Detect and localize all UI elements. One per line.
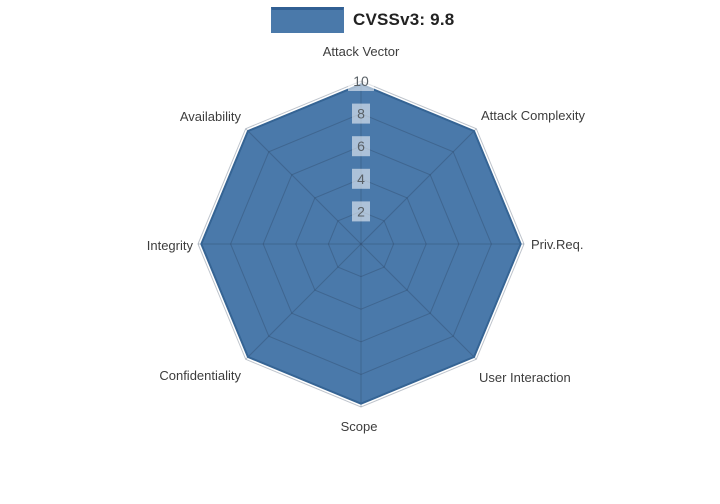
axis-label-attack-complexity: Attack Complexity [481, 108, 586, 123]
legend-item-cvssv3[interactable]: CVSSv3: 9.8 [271, 7, 454, 33]
grid-spoke [360, 243, 477, 360]
legend-swatch-icon [271, 7, 344, 33]
radial-tick-label-2: 2 [357, 203, 365, 219]
axis-label-scope: Scope [341, 419, 378, 434]
series-fill[interactable] [201, 84, 521, 404]
radial-tick-label-8: 8 [357, 106, 365, 122]
radial-tick-bg [352, 201, 370, 222]
axis-label-integrity: Integrity [147, 238, 194, 253]
grid-ring [295, 178, 427, 310]
radial-tick-bg [352, 168, 370, 189]
series-outline [200, 83, 522, 405]
legend: CVSSv3: 9.8 [271, 7, 454, 33]
grid-ring [262, 145, 460, 343]
grid-spoke [245, 128, 362, 245]
radial-tick-bg [348, 71, 374, 91]
axis-label-priv-req: Priv.Req. [531, 237, 584, 252]
radial-tick-label-10: 10 [353, 73, 369, 89]
grid-ring [230, 113, 492, 375]
legend-label: CVSSv3: 9.8 [353, 10, 455, 29]
axis-label-user-interaction: User Interaction [479, 370, 571, 385]
grid-spoke [245, 243, 362, 360]
grid-ring [197, 80, 525, 408]
radial-tick-label-6: 6 [357, 138, 365, 154]
radial-tick-bg [352, 103, 370, 124]
radial-tick-label-4: 4 [357, 171, 365, 187]
radial-tick-bg [352, 136, 370, 157]
axis-label-attack-vector: Attack Vector [323, 44, 400, 59]
grid-spoke [360, 128, 477, 245]
axis-label-availability: Availability [180, 109, 242, 124]
axis-label-confidentiality: Confidentiality [159, 368, 241, 383]
grid-ring [327, 210, 395, 278]
